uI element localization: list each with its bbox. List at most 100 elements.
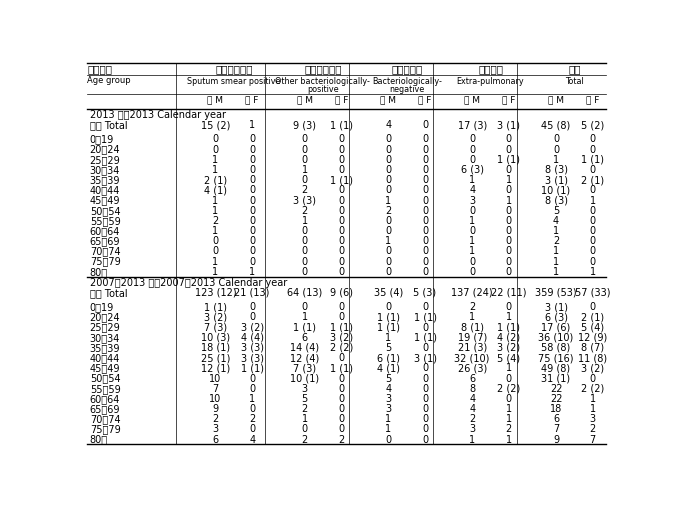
Text: 2: 2: [301, 185, 308, 196]
Text: 19 (7): 19 (7): [458, 333, 487, 343]
Text: 0: 0: [469, 144, 475, 155]
Text: 1: 1: [469, 312, 475, 323]
Text: 9: 9: [553, 435, 559, 444]
Text: 0: 0: [249, 185, 256, 196]
Text: 7: 7: [212, 383, 218, 394]
Text: 0: 0: [338, 312, 344, 323]
Text: 男 M: 男 M: [464, 96, 480, 105]
Text: 1 (1): 1 (1): [330, 120, 353, 130]
Text: 1: 1: [249, 120, 256, 130]
Text: 0: 0: [422, 155, 428, 165]
Text: 1: 1: [385, 414, 391, 424]
Text: 菌陰性結核: 菌陰性結核: [391, 65, 422, 75]
Text: 0: 0: [338, 185, 344, 196]
Text: 0: 0: [249, 424, 256, 435]
Text: 0: 0: [301, 424, 308, 435]
Text: 1: 1: [301, 312, 308, 323]
Text: 32 (10): 32 (10): [454, 353, 490, 363]
Text: 45 (8): 45 (8): [541, 120, 571, 130]
Text: 10 (1): 10 (1): [541, 185, 571, 196]
Text: 0: 0: [249, 312, 256, 323]
Text: 2007～2013 年　2007～2013 Calendar year: 2007～2013 年 2007～2013 Calendar year: [90, 278, 287, 288]
Text: 女 F: 女 F: [335, 96, 348, 105]
Text: 0: 0: [589, 246, 596, 257]
Text: 0: 0: [422, 414, 428, 424]
Text: 0: 0: [422, 424, 428, 435]
Text: 64 (13): 64 (13): [287, 288, 322, 298]
Text: 0: 0: [249, 196, 256, 205]
Text: 3: 3: [589, 414, 596, 424]
Text: 14 (4): 14 (4): [290, 343, 319, 353]
Text: 0: 0: [506, 267, 512, 277]
Text: 0: 0: [506, 134, 512, 144]
Text: 0: 0: [422, 216, 428, 226]
Text: 総数: 総数: [568, 65, 581, 75]
Text: 26 (3): 26 (3): [458, 364, 487, 373]
Text: 22: 22: [550, 394, 562, 404]
Text: 4 (2): 4 (2): [498, 333, 521, 343]
Text: 30－34: 30－34: [90, 165, 120, 175]
Text: 1: 1: [506, 196, 512, 205]
Text: 0: 0: [301, 257, 308, 267]
Text: 0: 0: [301, 175, 308, 185]
Text: 1: 1: [553, 226, 559, 236]
Text: 45－49: 45－49: [90, 196, 120, 205]
Text: 1: 1: [506, 404, 512, 414]
Text: 1 (1): 1 (1): [330, 175, 353, 185]
Text: 0: 0: [338, 144, 344, 155]
Text: 0: 0: [553, 144, 559, 155]
Text: 3: 3: [212, 424, 218, 435]
Text: 1: 1: [506, 364, 512, 373]
Text: 0: 0: [506, 144, 512, 155]
Text: 0: 0: [212, 236, 218, 246]
Text: 0: 0: [212, 134, 218, 144]
Text: 0: 0: [589, 165, 596, 175]
Text: 5 (3): 5 (3): [414, 288, 437, 298]
Text: 55－59: 55－59: [90, 383, 120, 394]
Text: 1: 1: [589, 267, 596, 277]
Text: 15 (2): 15 (2): [201, 120, 230, 130]
Text: 3: 3: [385, 404, 391, 414]
Text: 3 (3): 3 (3): [241, 353, 264, 363]
Text: 0: 0: [249, 257, 256, 267]
Text: 0: 0: [301, 236, 308, 246]
Text: 4: 4: [469, 185, 475, 196]
Text: 1: 1: [301, 165, 308, 175]
Text: 1 (1): 1 (1): [498, 155, 521, 165]
Text: 1: 1: [589, 196, 596, 205]
Text: 1 (1): 1 (1): [498, 323, 521, 333]
Text: 80＋: 80＋: [90, 435, 108, 444]
Text: 0: 0: [338, 424, 344, 435]
Text: 1: 1: [212, 165, 218, 175]
Text: 35－39: 35－39: [90, 175, 120, 185]
Text: 8: 8: [469, 383, 475, 394]
Text: 1: 1: [506, 175, 512, 185]
Text: 1: 1: [212, 257, 218, 267]
Text: 0: 0: [422, 134, 428, 144]
Text: 55－59: 55－59: [90, 216, 120, 226]
Text: 2: 2: [506, 424, 512, 435]
Text: 75 (16): 75 (16): [538, 353, 574, 363]
Text: 25－29: 25－29: [90, 323, 120, 333]
Text: 31 (1): 31 (1): [541, 374, 571, 383]
Text: 2: 2: [553, 236, 559, 246]
Text: 0: 0: [338, 374, 344, 383]
Text: 1: 1: [385, 333, 391, 343]
Text: 0: 0: [249, 155, 256, 165]
Text: 2: 2: [301, 404, 308, 414]
Text: 0: 0: [422, 394, 428, 404]
Text: 1: 1: [212, 155, 218, 165]
Text: 25－29: 25－29: [90, 155, 120, 165]
Text: 7 (3): 7 (3): [204, 323, 227, 333]
Text: 0: 0: [422, 236, 428, 246]
Text: 2 (1): 2 (1): [204, 175, 227, 185]
Text: Bacteriologically-: Bacteriologically-: [372, 77, 441, 86]
Text: 4: 4: [385, 383, 391, 394]
Text: 5 (4): 5 (4): [581, 323, 604, 333]
Text: 0: 0: [422, 196, 428, 205]
Text: 40－44: 40－44: [90, 185, 120, 196]
Text: 8 (7): 8 (7): [581, 343, 604, 353]
Text: 9: 9: [212, 404, 218, 414]
Text: 0: 0: [338, 165, 344, 175]
Text: 20－24: 20－24: [90, 144, 120, 155]
